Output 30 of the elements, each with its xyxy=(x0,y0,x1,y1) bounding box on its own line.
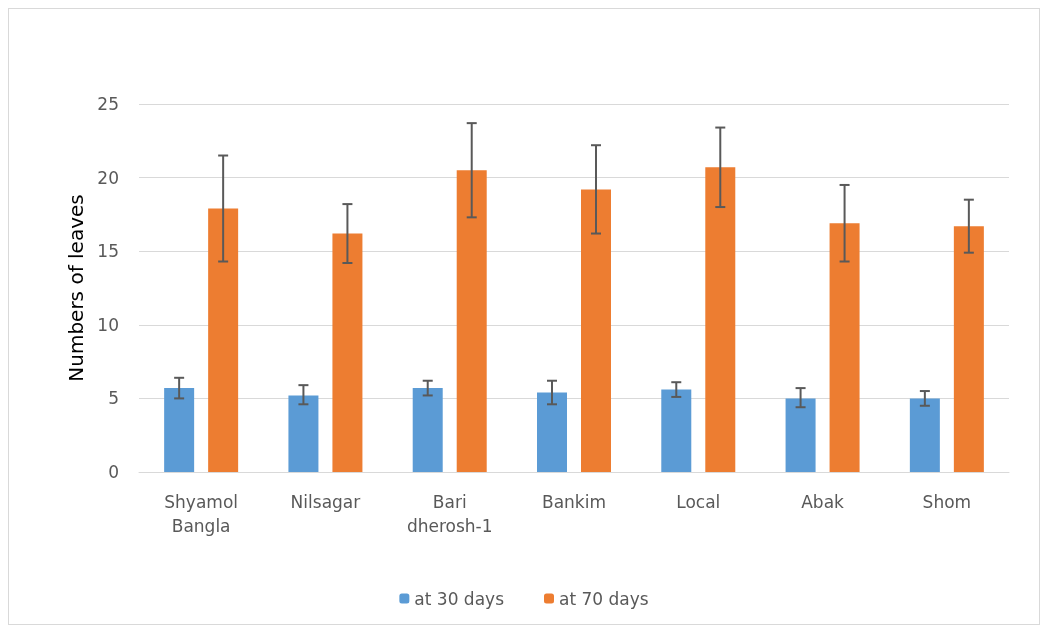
y-tick-label: 0 xyxy=(108,462,119,482)
legend-label: at 30 days xyxy=(414,588,505,609)
bar xyxy=(412,388,443,472)
y-axis-title: Numbers of leaves xyxy=(64,194,89,382)
y-tick-label: 5 xyxy=(108,388,119,409)
y-tick-label: 25 xyxy=(97,94,119,114)
bar xyxy=(909,398,940,472)
bar xyxy=(456,170,487,472)
x-tick-label: Nilsagar xyxy=(290,492,361,512)
bar xyxy=(705,167,736,472)
x-tick-label: Shom xyxy=(922,492,972,512)
x-tick-label: Bankim xyxy=(542,492,606,512)
bar xyxy=(829,223,860,472)
y-tick-label: 10 xyxy=(97,314,119,335)
bar xyxy=(208,208,239,472)
bar xyxy=(785,398,816,472)
legend-label: at 70 days xyxy=(559,588,649,609)
x-tick-label: Shyamol Bangla xyxy=(164,492,239,536)
x-tick-label: Local xyxy=(676,492,721,512)
x-tick-label: Bari dherosh-1 xyxy=(406,492,493,536)
bar xyxy=(164,388,195,472)
bar xyxy=(332,233,363,472)
bar xyxy=(661,389,692,472)
bar xyxy=(288,395,319,472)
bar xyxy=(953,226,984,472)
y-tick-label: 15 xyxy=(97,241,119,262)
x-tick-label: Abak xyxy=(801,492,845,512)
bar xyxy=(537,392,567,472)
bar xyxy=(581,189,611,472)
y-tick-label: 20 xyxy=(97,167,119,188)
